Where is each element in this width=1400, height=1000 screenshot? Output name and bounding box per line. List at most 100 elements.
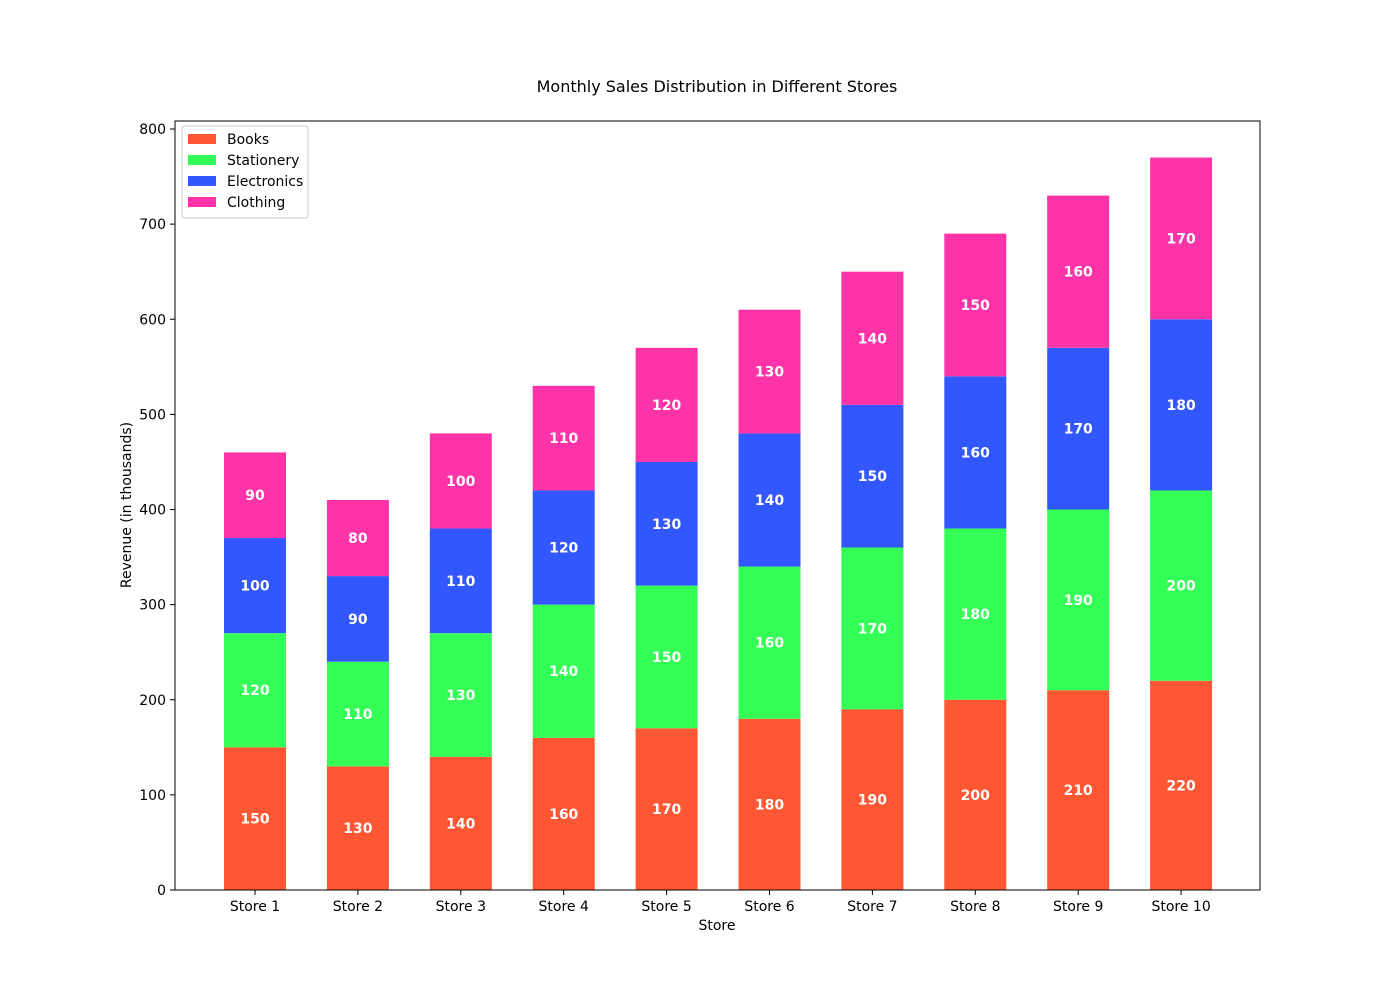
- data-label: 160: [1064, 265, 1093, 281]
- axes-frame: [174, 120, 1261, 891]
- data-label: 220: [1166, 778, 1195, 794]
- y-tick-label: 700: [139, 217, 166, 233]
- x-tick-label: Store 5: [641, 899, 691, 915]
- bar-electronics-5: [635, 461, 698, 586]
- bar-clothing-3: [429, 433, 492, 529]
- bar-stationery-3: [429, 633, 492, 757]
- bar-stationery-2: [326, 661, 389, 767]
- data-label: 140: [858, 331, 887, 347]
- data-label: 210: [1064, 783, 1093, 799]
- bar-clothing-4: [532, 385, 595, 491]
- legend-label-clothing: Clothing: [227, 195, 285, 211]
- bar-electronics-6: [738, 433, 801, 567]
- y-tick-label: 100: [139, 788, 166, 804]
- legend-label-stationery: Stationery: [227, 153, 299, 169]
- data-label: 100: [446, 474, 475, 490]
- bar-books-5: [635, 728, 698, 890]
- bar-clothing-9: [1047, 195, 1110, 348]
- data-label: 200: [961, 788, 990, 804]
- bar-books-6: [738, 718, 801, 890]
- bar-books-4: [532, 737, 595, 890]
- bar-books-10: [1150, 680, 1213, 890]
- data-label: 130: [446, 688, 475, 704]
- data-label: 110: [446, 574, 475, 590]
- legend-label-books: Books: [227, 132, 269, 148]
- bar-clothing-10: [1150, 157, 1213, 320]
- bar-clothing-6: [738, 309, 801, 434]
- data-label: 130: [343, 821, 372, 837]
- data-label: 170: [1064, 422, 1093, 438]
- legend-label-electronics: Electronics: [227, 174, 303, 190]
- data-label: 140: [446, 816, 475, 832]
- data-label: 170: [858, 621, 887, 637]
- x-tick-label: Store 9: [1053, 899, 1103, 915]
- bar-electronics-8: [944, 376, 1007, 529]
- bar-electronics-7: [841, 404, 904, 548]
- data-label: 150: [961, 298, 990, 314]
- data-label: 150: [858, 469, 887, 485]
- bar-electronics-4: [532, 490, 595, 605]
- bar-stationery-5: [635, 585, 698, 729]
- data-label: 120: [652, 398, 681, 414]
- bar-stationery-8: [944, 528, 1007, 700]
- bar-stationery-9: [1047, 509, 1110, 691]
- data-label: 90: [348, 612, 368, 628]
- data-label: 190: [858, 793, 887, 809]
- y-tick-label: 400: [139, 503, 166, 519]
- bar-stationery-4: [532, 604, 595, 738]
- data-label: 140: [549, 664, 578, 680]
- bar-stationery-10: [1150, 490, 1213, 681]
- y-tick-label: 0: [157, 883, 166, 899]
- x-tick-label: Store 1: [230, 899, 280, 915]
- data-label: 160: [549, 807, 578, 823]
- bar-stationery-1: [224, 633, 286, 748]
- bar-clothing-8: [944, 233, 1007, 377]
- bar-books-9: [1047, 690, 1110, 890]
- data-label: 180: [755, 797, 784, 813]
- bar-clothing-1: [224, 452, 286, 539]
- bar-books-1: [224, 747, 286, 890]
- data-label: 120: [240, 683, 269, 699]
- x-tick-label: Store 2: [333, 899, 383, 915]
- data-label: 190: [1064, 593, 1093, 609]
- data-label: 110: [343, 707, 372, 723]
- legend-box: [181, 125, 309, 219]
- bar-books-3: [429, 756, 492, 890]
- data-label: 100: [240, 579, 269, 595]
- data-label: 160: [961, 445, 990, 461]
- x-tick-label: Store 6: [744, 899, 794, 915]
- bar-electronics-9: [1047, 347, 1110, 510]
- x-tick-label: Store 4: [539, 899, 589, 915]
- data-label: 180: [961, 607, 990, 623]
- data-label: 200: [1166, 579, 1195, 595]
- data-label: 80: [348, 531, 368, 547]
- data-label: 110: [549, 431, 578, 447]
- bar-electronics-10: [1150, 319, 1213, 491]
- y-tick-label: 300: [139, 598, 166, 614]
- data-label: 120: [549, 541, 578, 557]
- x-axis-label: Store: [698, 918, 735, 934]
- legend-swatch-clothing: [188, 197, 216, 207]
- data-label: 140: [755, 493, 784, 509]
- legend-swatch-electronics: [188, 176, 216, 186]
- bar-electronics-2: [326, 576, 389, 662]
- legend-swatch-books: [188, 134, 216, 144]
- y-tick-label: 800: [139, 122, 166, 138]
- bar-books-8: [944, 699, 1007, 890]
- data-label: 150: [652, 650, 681, 666]
- plot-area: 150 120 100 90 Store 1 130 110 90 80 Store 2 140 13…: [139, 120, 1261, 915]
- bar-clothing-5: [635, 347, 698, 462]
- bar-clothing-7: [841, 271, 904, 405]
- data-label: 90: [245, 488, 265, 504]
- bar-books-7: [841, 709, 904, 890]
- y-axis-label: Revenue (in thousands): [119, 422, 135, 588]
- legend: Books Stationery Electronics Clothing: [181, 125, 309, 219]
- bar-stationery-6: [738, 566, 801, 719]
- x-tick-label: Store 8: [950, 899, 1000, 915]
- data-label: 160: [755, 636, 784, 652]
- data-label: 130: [652, 517, 681, 533]
- data-label: 170: [1166, 231, 1195, 247]
- data-label: 150: [240, 812, 269, 828]
- data-label: 170: [652, 802, 681, 818]
